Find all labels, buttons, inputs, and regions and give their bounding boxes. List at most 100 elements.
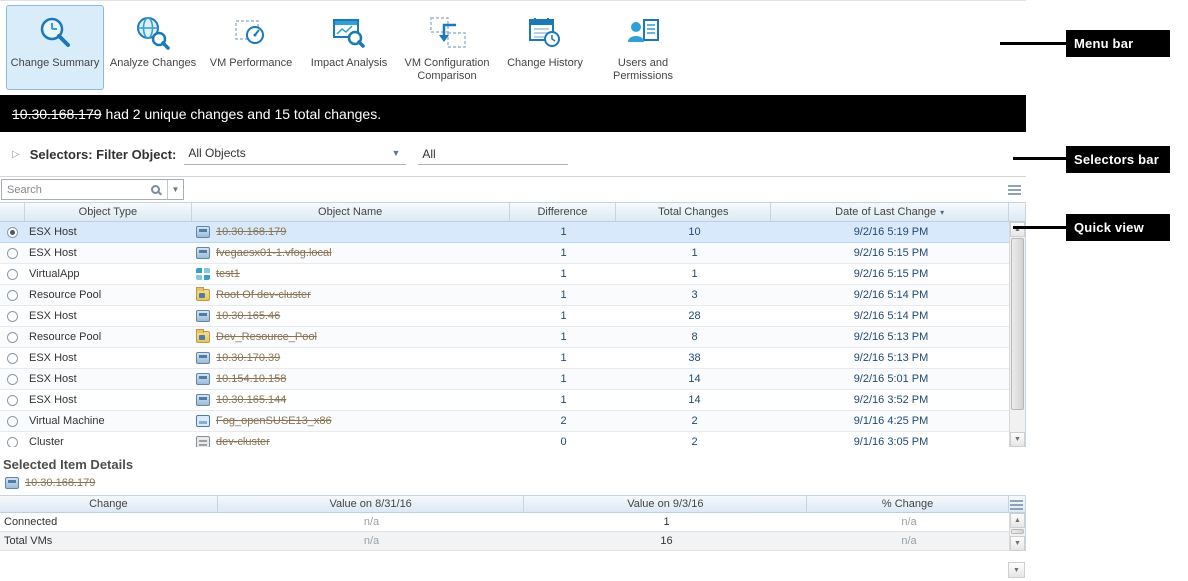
- column-header-object-type[interactable]: Object Type: [25, 203, 192, 221]
- menu-item-change-summary[interactable]: Change Summary: [6, 5, 104, 90]
- quick-view-header: Object Type Object Name Difference Total…: [0, 202, 1025, 222]
- radio-circle: [7, 373, 18, 385]
- row-select-radio[interactable]: [0, 411, 25, 431]
- object-name-cell: 10.30.165.144: [192, 390, 510, 410]
- row-select-radio[interactable]: [0, 264, 25, 284]
- date-cell: 9/2/16 5:19 PM: [853, 226, 929, 238]
- date-cell: 9/2/16 5:13 PM: [853, 331, 929, 343]
- column-header-change[interactable]: Change: [0, 496, 218, 512]
- object-name: Dev_Resource_Pool: [216, 331, 317, 343]
- menu-bar: Change Summary Analyze Changes: [0, 0, 1026, 95]
- scroll-up-icon[interactable]: ▲: [1010, 222, 1025, 237]
- collapse-arrow-icon[interactable]: ▷: [12, 148, 20, 160]
- menu-item-label: Impact Analysis: [310, 57, 388, 69]
- total-changes-cell: 1: [691, 268, 698, 280]
- row-select-radio[interactable]: [0, 243, 25, 263]
- search-input[interactable]: [2, 183, 151, 196]
- date-cell: 9/2/16 3:52 PM: [853, 394, 929, 406]
- difference-cell: 1: [560, 226, 567, 238]
- vm-performance-icon: [232, 11, 270, 55]
- radio-circle: [7, 436, 18, 447]
- radio-circle: [7, 394, 18, 406]
- menu-item-change-history[interactable]: Change History: [496, 5, 594, 90]
- quick-view-row[interactable]: ESX Host fvegaesx01-1.vfog.local 1 1 9/2/16 …: [0, 243, 1010, 264]
- value-after-cell: 16: [660, 535, 673, 547]
- menu-item-vm-configuration-comparison[interactable]: VM Configuration Comparison: [398, 5, 496, 90]
- scroll-up-icon[interactable]: ▲: [1010, 513, 1025, 528]
- quick-view-row[interactable]: ESX Host 10.30.170.39 1 38 9/2/16 5:13 PM: [0, 348, 1010, 369]
- radio-circle: [7, 352, 18, 364]
- menu-item-users-and-permissions[interactable]: Users and Permissions: [594, 5, 692, 90]
- row-select-radio[interactable]: [0, 222, 25, 242]
- column-header-difference[interactable]: Difference: [510, 203, 617, 221]
- host-icon: [196, 226, 210, 238]
- radio-column-header: [0, 203, 25, 221]
- column-options-icon[interactable]: [1009, 499, 1023, 510]
- value-before-cell: n/a: [363, 516, 380, 528]
- column-header-value-after[interactable]: Value on 9/3/16: [524, 496, 808, 512]
- column-header-pct-change[interactable]: % Change: [807, 496, 1009, 512]
- row-select-radio[interactable]: [0, 348, 25, 368]
- object-type-cell: ESX Host: [29, 352, 77, 364]
- details-scrollbar[interactable]: ▲ ▼: [1009, 513, 1025, 551]
- radio-circle: [7, 289, 18, 301]
- users-and-permissions-icon: [624, 11, 662, 55]
- annotation-selectors-bar: Selectors bar: [1066, 146, 1170, 173]
- scroll-down-icon[interactable]: ▼: [1010, 432, 1025, 447]
- quick-view-row[interactable]: ESX Host 10.30.168.179 1 10 9/2/16 5:19 PM: [0, 222, 1010, 243]
- column-header-object-name[interactable]: Object Name: [192, 203, 510, 221]
- search-row: ▼: [0, 176, 1026, 202]
- row-select-radio[interactable]: [0, 306, 25, 326]
- quick-view-row[interactable]: Resource Pool Dev_Resource_Pool 1 8 9/2/16 5…: [0, 327, 1010, 348]
- menu-item-impact-analysis[interactable]: Impact Analysis: [300, 5, 398, 90]
- vm-icon: [196, 415, 210, 427]
- row-select-radio[interactable]: [0, 390, 25, 410]
- object-name-cell: dev-cluster: [192, 432, 510, 447]
- host-icon: [196, 352, 210, 364]
- menu-item-analyze-changes[interactable]: Analyze Changes: [104, 5, 202, 90]
- annotation-line-menu-bar: [1000, 42, 1066, 45]
- pct-change-cell: n/a: [901, 535, 917, 547]
- column-header-total-changes[interactable]: Total Changes: [616, 203, 772, 221]
- column-header-date-of-last-change[interactable]: Date of Last Change ▾: [771, 203, 1009, 221]
- annotation-quick-view: Quick view: [1066, 214, 1170, 241]
- object-name: 10.30.165.46: [216, 310, 281, 322]
- row-select-radio[interactable]: [0, 369, 25, 389]
- row-select-radio[interactable]: [0, 285, 25, 305]
- scrollbar-thumb[interactable]: [1011, 238, 1024, 410]
- total-changes-cell: 3: [691, 289, 698, 301]
- object-name-cell: fvegaesx01-1.vfog.local: [192, 243, 510, 263]
- details-row[interactable]: Total VMs n/a 16 n/a: [0, 532, 1010, 551]
- page-scroll-down[interactable]: ▼: [1008, 562, 1025, 578]
- object-type-cell: ESX Host: [29, 310, 77, 322]
- row-select-radio[interactable]: [0, 327, 25, 347]
- quick-view-scrollbar[interactable]: ▲ ▼: [1009, 222, 1025, 447]
- quick-view-row[interactable]: Resource Pool Root Of dev-cluster 1 3 9/2/16…: [0, 285, 1010, 306]
- object-type-cell: ESX Host: [29, 373, 77, 385]
- scrollbar-thumb[interactable]: [1011, 529, 1024, 534]
- date-cell: 9/2/16 5:15 PM: [853, 268, 929, 280]
- quick-view-row[interactable]: Cluster dev-cluster 0 2 9/1/16 3:05 PM: [0, 432, 1010, 447]
- menu-item-vm-performance[interactable]: VM Performance: [202, 5, 300, 90]
- quick-view-row[interactable]: VirtualApp test1 1 1 9/2/16 5:15 PM: [0, 264, 1010, 285]
- menu-item-label: Change History: [507, 57, 583, 69]
- quick-view-row[interactable]: Virtual Machine Fog_openSUSE13_x86 2 2 9/1/1…: [0, 411, 1010, 432]
- object-type-cell: ESX Host: [29, 247, 77, 259]
- scroll-down-icon[interactable]: ▼: [1008, 562, 1025, 578]
- filter-object-input[interactable]: [418, 143, 569, 165]
- details-row[interactable]: Connected n/a 1 n/a: [0, 513, 1010, 532]
- row-select-radio[interactable]: [0, 432, 25, 447]
- total-changes-cell: 28: [688, 310, 701, 322]
- total-changes-cell: 14: [688, 394, 701, 406]
- column-options-icon[interactable]: [1008, 184, 1021, 195]
- scroll-down-icon[interactable]: ▼: [1010, 536, 1025, 551]
- quick-view-row[interactable]: ESX Host 10.154.10.158 1 14 9/2/16 5:01 PM: [0, 369, 1010, 390]
- quick-view-row[interactable]: ESX Host 10.30.165.144 1 14 9/2/16 3:52 PM: [0, 390, 1010, 411]
- column-header-value-before[interactable]: Value on 8/31/16: [218, 496, 525, 512]
- filter-object-type-dropdown[interactable]: All Objects ▼: [184, 143, 407, 165]
- value-before-cell: n/a: [363, 535, 380, 547]
- difference-cell: 1: [560, 331, 567, 343]
- search-box[interactable]: ▼: [1, 179, 184, 200]
- quick-view-row[interactable]: ESX Host 10.30.165.46 1 28 9/2/16 5:14 PM: [0, 306, 1010, 327]
- search-options-chevron-icon[interactable]: ▼: [167, 180, 183, 199]
